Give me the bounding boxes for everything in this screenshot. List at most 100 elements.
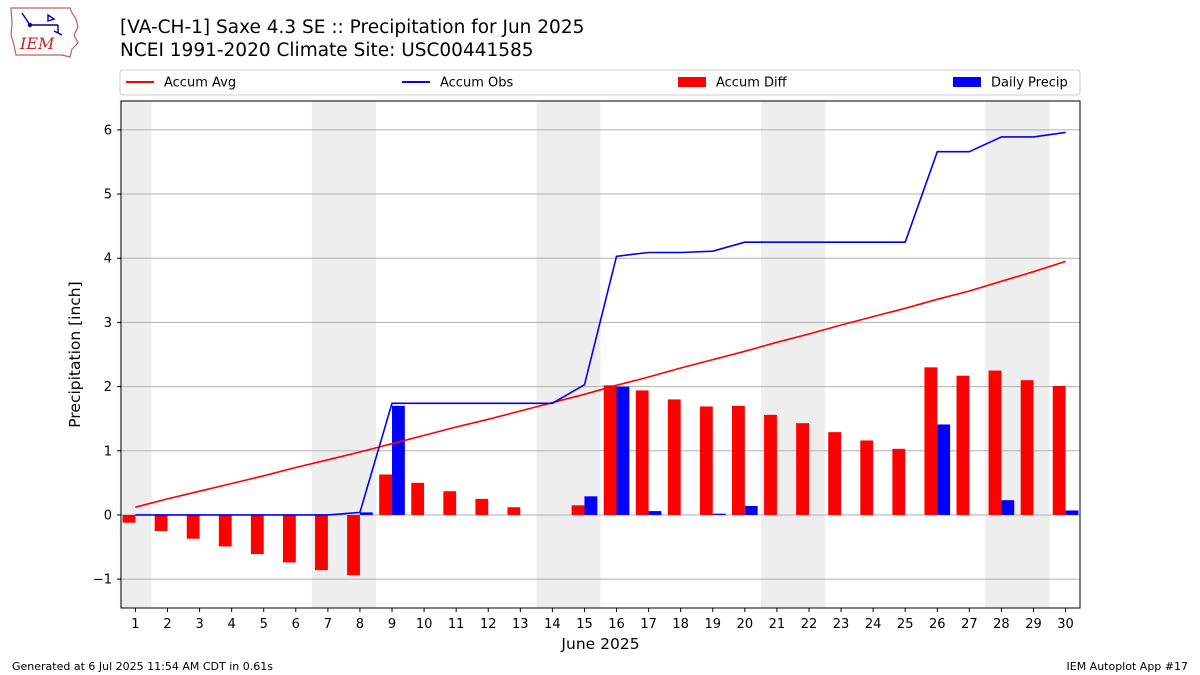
y-tick-label-3: 3 xyxy=(104,316,112,331)
daily-precip-bar-19 xyxy=(712,513,726,515)
footer-app: IEM Autoplot App #17 xyxy=(1066,660,1189,673)
accum-diff-bar-4 xyxy=(218,514,232,547)
y-tick-label-2: 2 xyxy=(104,380,112,395)
x-tick-label-2: 2 xyxy=(163,617,171,632)
daily-precip-bar-8 xyxy=(359,512,373,515)
chart-title: [VA-CH-1] Saxe 4.3 SE :: Precipitation f… xyxy=(120,17,585,38)
accum-diff-bar-24 xyxy=(860,440,874,515)
chart-subtitle: NCEI 1991-2020 Climate Site: USC00441585 xyxy=(120,40,534,61)
accum-diff-bar-29 xyxy=(1020,380,1034,515)
x-tick-label-30: 30 xyxy=(1057,617,1074,632)
daily-precip-bar-9 xyxy=(392,405,405,515)
x-tick-label-6: 6 xyxy=(292,617,300,632)
legend-swatch-accum_diff xyxy=(678,77,706,87)
accum-diff-bar-9 xyxy=(379,474,393,515)
daily-precip-bar-15 xyxy=(584,496,598,515)
legend-label-accum_avg: Accum Avg xyxy=(164,76,236,91)
accum-diff-bar-7 xyxy=(315,514,328,571)
x-tick-label-19: 19 xyxy=(704,617,721,632)
daily-precip-bar-26 xyxy=(937,424,951,515)
x-tick-label-11: 11 xyxy=(448,617,465,632)
legend-label-daily_precip: Daily Precip xyxy=(991,76,1068,91)
accum-diff-bar-1 xyxy=(122,514,136,523)
accum-diff-bar-16 xyxy=(603,385,617,515)
legend-swatch-daily_precip xyxy=(953,77,981,87)
accum-diff-bar-25 xyxy=(892,448,906,515)
daily-precip-bar-16 xyxy=(616,386,630,515)
accum-diff-bar-2 xyxy=(154,514,168,531)
x-tick-label-8: 8 xyxy=(356,617,364,632)
accum-diff-bar-10 xyxy=(411,482,425,515)
x-tick-label-4: 4 xyxy=(228,617,236,632)
weekend-shade-4 xyxy=(985,101,1050,608)
x-tick-label-27: 27 xyxy=(961,617,978,632)
x-tick-label-7: 7 xyxy=(324,617,332,632)
x-tick-label-9: 9 xyxy=(388,617,396,632)
accum-diff-bar-11 xyxy=(443,491,457,515)
x-axis-label: June 2025 xyxy=(560,635,639,653)
accum-diff-bar-30 xyxy=(1052,385,1066,515)
accum-diff-bar-6 xyxy=(282,514,296,563)
x-tick-label-20: 20 xyxy=(737,617,754,632)
accum-diff-bar-22 xyxy=(796,423,809,515)
legend-box xyxy=(119,69,1081,96)
x-tick-label-14: 14 xyxy=(544,617,561,632)
accum-diff-bar-26 xyxy=(924,367,938,515)
accum-diff-bar-20 xyxy=(732,405,745,515)
x-tick-label-16: 16 xyxy=(608,617,625,632)
y-tick-label-0: 0 xyxy=(104,508,112,523)
weekend-shade-0 xyxy=(119,101,152,608)
x-tick-label-29: 29 xyxy=(1025,617,1042,632)
legend-label-accum_obs: Accum Obs xyxy=(440,76,513,91)
daily-precip-bar-28 xyxy=(1001,500,1015,515)
y-tick-label-5: 5 xyxy=(104,188,112,203)
x-tick-label-26: 26 xyxy=(929,617,946,632)
x-tick-label-21: 21 xyxy=(769,617,786,632)
daily-precip-bar-20 xyxy=(744,505,758,515)
x-tick-label-25: 25 xyxy=(897,617,914,632)
x-tick-label-18: 18 xyxy=(672,617,689,632)
x-tick-label-22: 22 xyxy=(801,617,818,632)
x-tick-label-23: 23 xyxy=(833,617,850,632)
accum-diff-bar-19 xyxy=(699,406,713,515)
daily-precip-bar-17 xyxy=(648,511,662,515)
x-tick-label-28: 28 xyxy=(993,617,1010,632)
x-tick-label-3: 3 xyxy=(195,617,203,632)
x-tick-label-17: 17 xyxy=(640,617,657,632)
x-tick-label-10: 10 xyxy=(416,617,433,632)
accum-diff-bar-23 xyxy=(828,432,842,515)
iem-logo: IEM xyxy=(10,7,79,58)
x-tick-label-24: 24 xyxy=(865,617,882,632)
accum-diff-bar-21 xyxy=(764,414,777,515)
weekend-shade-2 xyxy=(536,101,601,608)
x-tick-label-1: 1 xyxy=(131,617,139,632)
x-tick-label-13: 13 xyxy=(512,617,529,632)
accum-obs-line xyxy=(135,131,1066,516)
daily-precip-bar-30 xyxy=(1065,510,1079,515)
accum-diff-bar-12 xyxy=(475,498,489,515)
legend-label-accum_diff: Accum Diff xyxy=(716,76,788,91)
y-tick-label--1: −1 xyxy=(93,573,112,588)
y-tick-label-4: 4 xyxy=(104,252,112,267)
y-tick-label-6: 6 xyxy=(104,123,112,138)
x-tick-label-15: 15 xyxy=(576,617,593,632)
accum-diff-bar-18 xyxy=(667,399,681,515)
accum-diff-bar-5 xyxy=(250,514,264,555)
logo-text: IEM xyxy=(19,34,55,53)
accum-diff-bar-27 xyxy=(956,375,970,515)
footer-generated: Generated at 6 Jul 2025 11:54 AM CDT in … xyxy=(12,660,273,673)
x-tick-label-5: 5 xyxy=(260,617,268,632)
accum-avg-line xyxy=(135,260,1066,508)
accum-diff-bar-15 xyxy=(571,505,585,515)
accum-diff-bar-28 xyxy=(988,370,1002,515)
accum-diff-bar-8 xyxy=(347,514,360,576)
y-tick-label-1: 1 xyxy=(104,444,112,459)
x-tick-label-12: 12 xyxy=(480,617,497,632)
plot-frame xyxy=(120,100,1081,609)
weekend-shade-3 xyxy=(760,101,826,608)
accum-diff-bar-17 xyxy=(635,390,649,515)
accum-diff-bar-13 xyxy=(507,507,521,515)
accum-diff-bar-3 xyxy=(186,514,200,539)
y-axis-label: Precipitation [inch] xyxy=(66,281,84,427)
